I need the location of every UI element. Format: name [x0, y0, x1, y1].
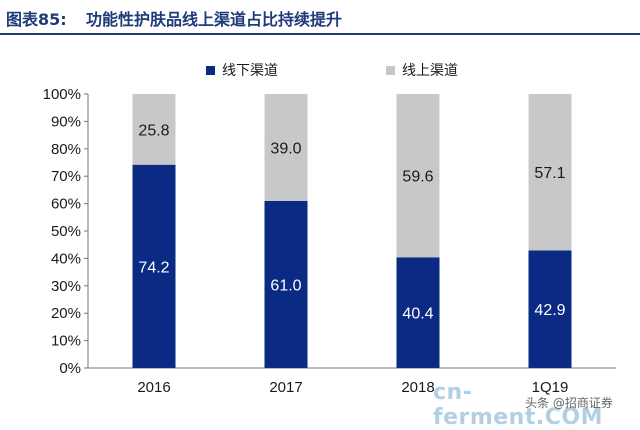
x-tick-label: 2018	[401, 379, 434, 396]
bar-segment	[264, 200, 308, 368]
data-label: 74.2	[138, 259, 169, 276]
bar-segment	[396, 94, 440, 258]
y-tick-label: 20%	[51, 305, 81, 322]
legend-label: 线下渠道	[222, 62, 278, 78]
y-tick-label: 80%	[51, 141, 81, 158]
chart-title: 功能性护肤品线上渠道占比持续提升	[86, 10, 343, 29]
y-tick-label: 30%	[51, 278, 81, 295]
bar-segment	[264, 94, 308, 201]
data-label: 57.1	[534, 165, 565, 182]
x-tick-label: 2016	[137, 379, 170, 396]
data-label: 25.8	[138, 122, 169, 139]
data-label: 39.0	[270, 140, 301, 157]
watermark-source: 头条 @招商证券	[525, 396, 613, 410]
x-tick-label: 2017	[269, 379, 302, 396]
y-tick-label: 10%	[51, 333, 81, 350]
bar-segment	[132, 164, 176, 368]
bar-segment	[528, 250, 572, 368]
data-label: 40.4	[402, 306, 433, 323]
legend-swatch	[386, 66, 395, 75]
data-label: 59.6	[402, 169, 433, 186]
y-tick-label: 70%	[51, 168, 81, 185]
legend-label: 线上渠道	[402, 62, 458, 78]
y-tick-label: 40%	[51, 250, 81, 267]
figure-label: 图表85:	[6, 10, 67, 29]
bar-segment	[132, 94, 176, 165]
data-label: 61.0	[270, 277, 301, 294]
title-divider	[0, 33, 640, 35]
bar-segment	[528, 94, 572, 251]
y-tick-label: 60%	[51, 196, 81, 213]
data-label: 42.9	[534, 302, 565, 319]
y-tick-label: 100%	[43, 86, 81, 103]
y-tick-label: 90%	[51, 113, 81, 130]
bar-segment	[396, 257, 440, 368]
y-tick-label: 0%	[59, 360, 81, 377]
x-tick-label: 1Q19	[532, 379, 569, 396]
stacked-bar-chart: 线下渠道 线上渠道 0% 10% 20% 30% 40% 50% 60% 70% 80% 90% 100…	[43, 62, 616, 396]
legend-swatch	[206, 66, 215, 75]
title-bar: 图表85: 功能性护肤品线上渠道占比持续提升	[0, 0, 640, 35]
y-tick-label: 50%	[51, 223, 81, 240]
